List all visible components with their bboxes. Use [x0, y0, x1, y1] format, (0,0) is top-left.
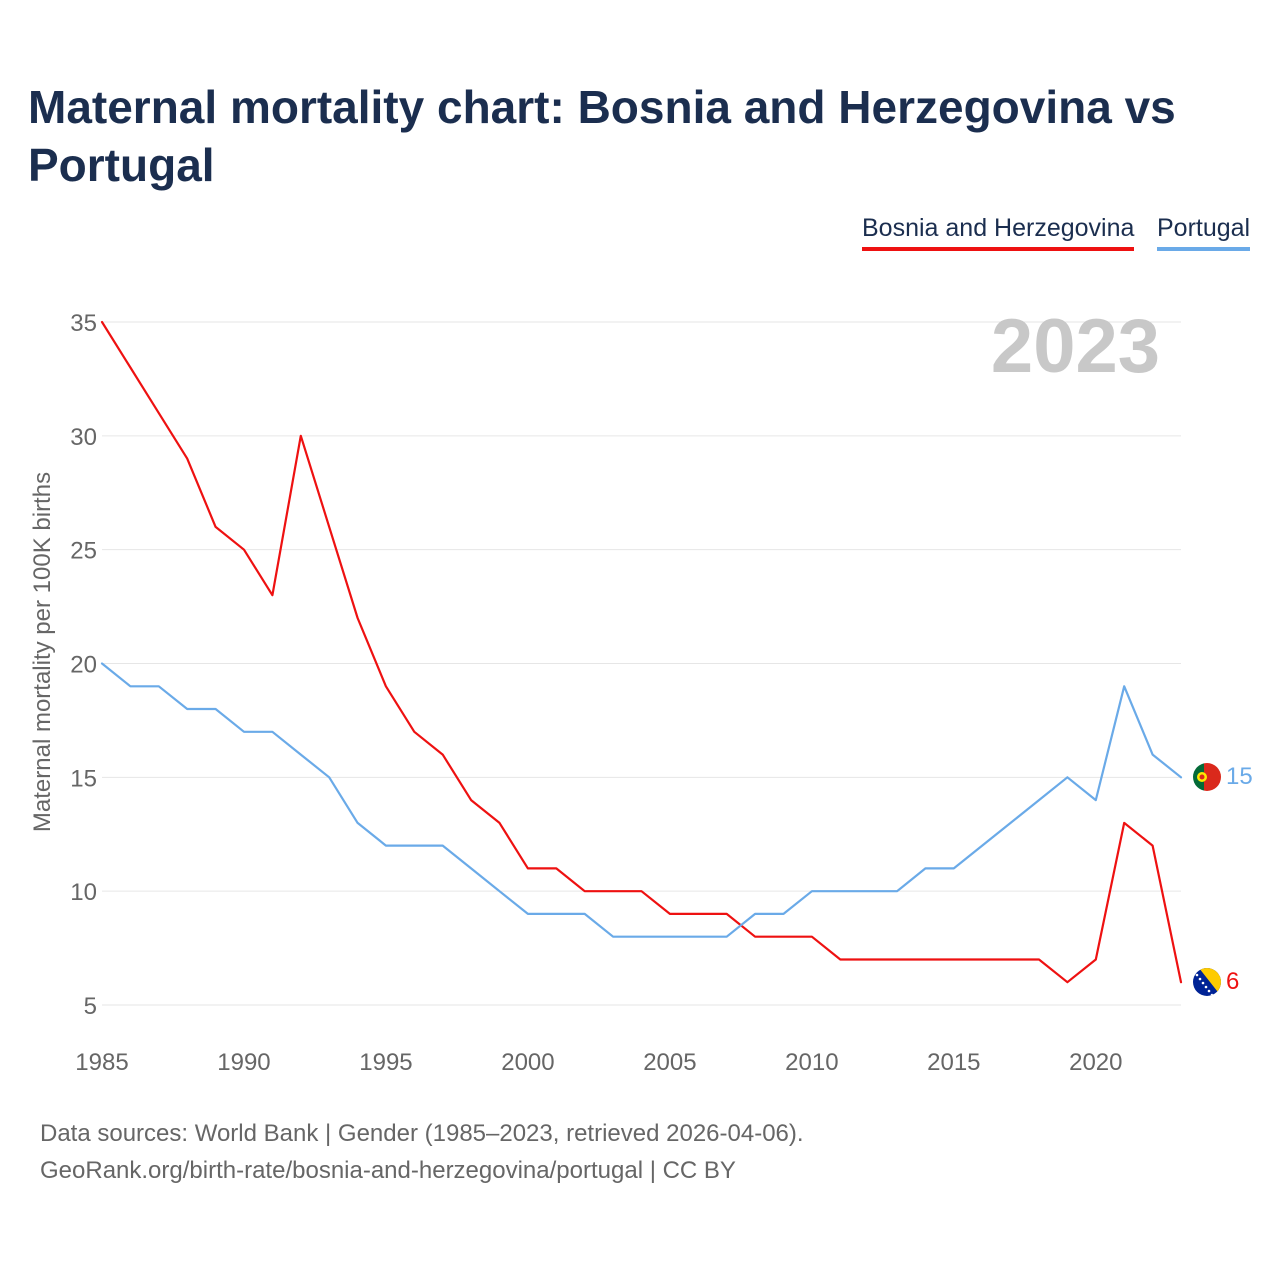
source-link[interactable]: GeoRank.org/birth-rate/bosnia-and-herzeg…: [40, 1157, 736, 1184]
x-tick-label: 1990: [217, 1049, 270, 1076]
line-chart: 5 10 15 20 25 30 35 1985 1990 1995 2000 2005 2010 20…: [29, 304, 1253, 1076]
x-tick-label: 1985: [75, 1049, 128, 1076]
y-tick-label: 20: [70, 652, 97, 679]
x-tick-label: 2015: [927, 1049, 980, 1076]
legend-item-portugal[interactable]: Portugal: [1157, 214, 1251, 251]
bosnia-flag-icon: [1193, 968, 1221, 996]
series-line-portugal[interactable]: [100, 662, 1183, 938]
y-tick-label: 10: [70, 879, 97, 906]
y-tick-label: 5: [84, 993, 97, 1020]
x-tick-label: 1995: [359, 1049, 412, 1076]
x-tick-label: 2010: [785, 1049, 838, 1076]
series-line-bosnia[interactable]: [100, 320, 1183, 984]
end-value-label-bosnia: 6: [1226, 968, 1239, 995]
y-tick-label: 35: [70, 310, 97, 337]
source-note: Data sources: World Bank | Gender (1985–…: [40, 1120, 804, 1147]
y-tick-label: 30: [70, 424, 97, 451]
y-tick-label: 25: [70, 538, 97, 565]
portugal-flag-icon: [1193, 763, 1221, 791]
x-tick-label: 2000: [501, 1049, 554, 1076]
year-watermark: 2023: [991, 304, 1160, 389]
end-value-label-portugal: 15: [1226, 763, 1253, 790]
chart-title: Maternal mortality chart: Bosnia and Her…: [28, 81, 1176, 191]
legend-item-bosnia[interactable]: Bosnia and Herzegovina: [862, 214, 1135, 251]
y-tick-label: 15: [70, 765, 97, 792]
x-tick-label: 2005: [643, 1049, 696, 1076]
x-tick-label: 2020: [1069, 1049, 1122, 1076]
y-axis-label: Maternal mortality per 100K births: [29, 472, 56, 832]
